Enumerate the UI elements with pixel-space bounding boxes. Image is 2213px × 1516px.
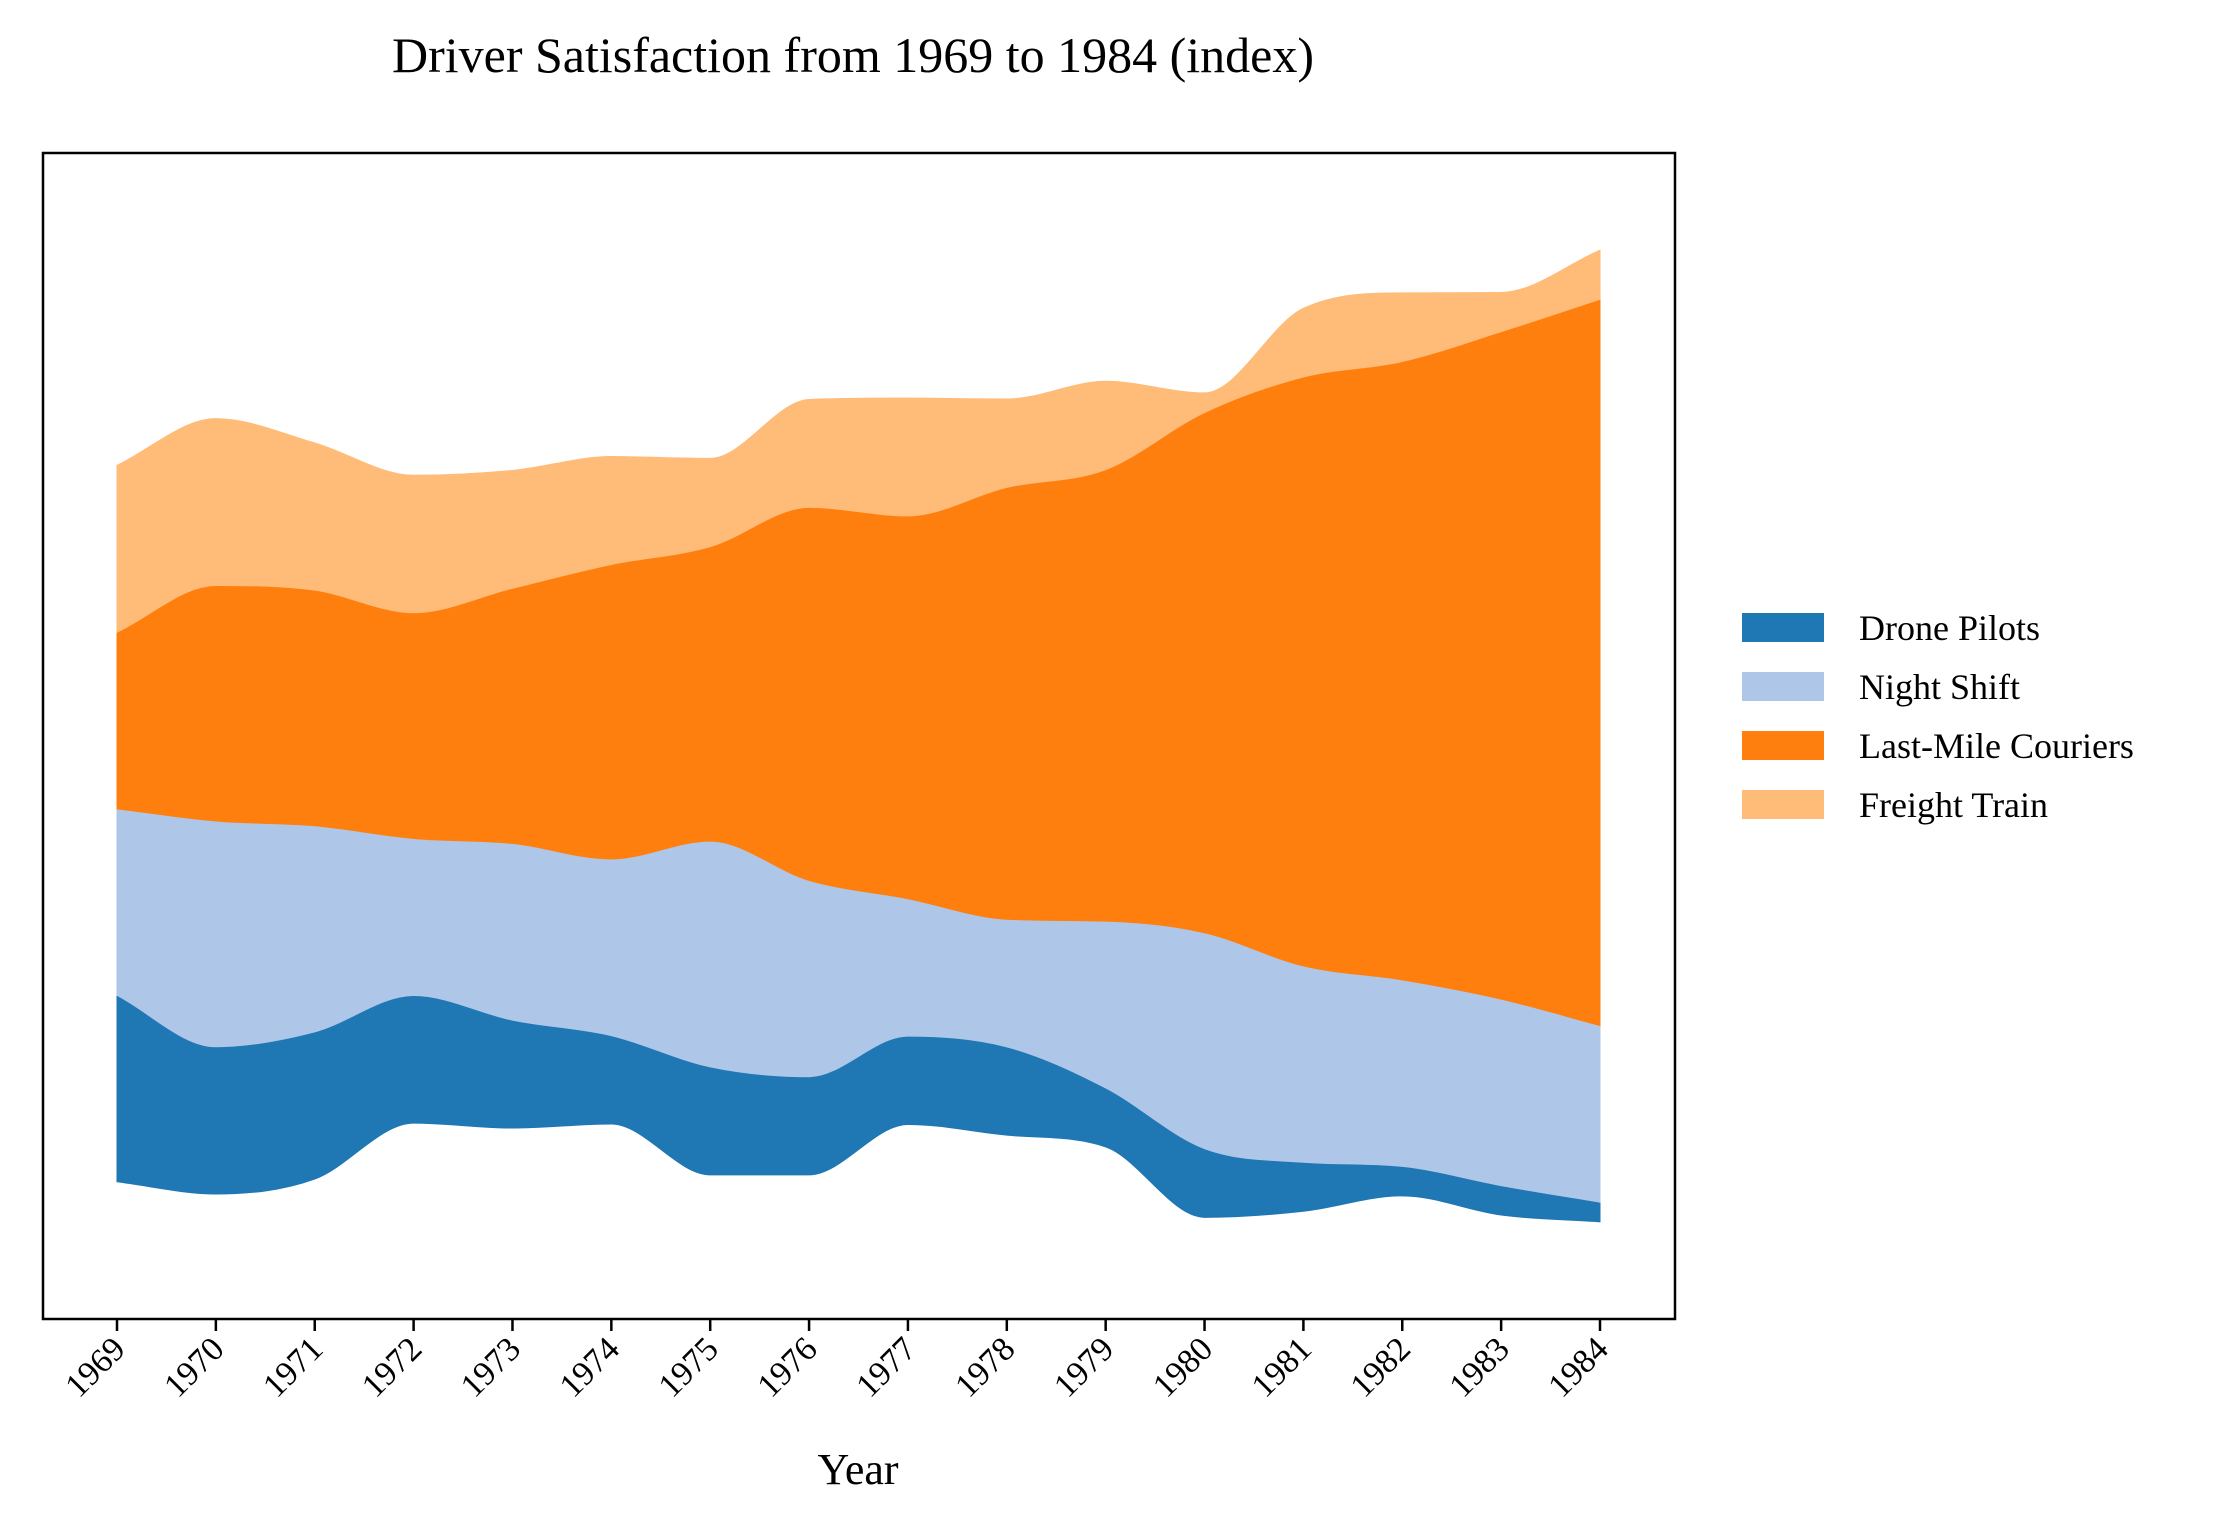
x-axis-ticks: 1969 1970 1971 1972 1973 1974 1975 1976 1977 1978…: [58, 1319, 1616, 1405]
x-tick-label: 1977: [849, 1330, 923, 1404]
x-tick-label: 1979: [1047, 1330, 1121, 1404]
legend-swatch-freight-train: [1742, 790, 1824, 819]
x-tick-label: 1973: [454, 1330, 528, 1404]
legend-label-night-shift: Night Shift: [1859, 667, 2020, 707]
x-tick-label: 1984: [1541, 1330, 1615, 1404]
legend-label-drone-pilots: Drone Pilots: [1859, 608, 2040, 648]
stream-areas: [116, 249, 1601, 1223]
x-tick-label: 1975: [652, 1330, 726, 1404]
area-freight-train: [116, 249, 1601, 633]
x-tick-label: 1974: [553, 1330, 627, 1404]
x-tick-label: 1978: [948, 1330, 1022, 1404]
x-tick-label: 1969: [58, 1330, 132, 1404]
legend-label-freight-train: Freight Train: [1859, 785, 2048, 825]
x-tick-label: 1983: [1443, 1330, 1517, 1404]
x-tick-label: 1980: [1146, 1330, 1220, 1404]
x-tick-label: 1976: [750, 1330, 824, 1404]
legend-label-last-mile-couriers: Last-Mile Couriers: [1859, 726, 2134, 766]
x-tick-label: 1982: [1344, 1330, 1418, 1404]
plot-frame: [41, 151, 1677, 1321]
x-tick-label: 1971: [256, 1330, 330, 1404]
x-axis-label: Year: [817, 1445, 898, 1494]
legend-swatch-last-mile-couriers: [1742, 731, 1824, 760]
legend: Drone Pilots Night Shift Last-Mile Courier…: [1742, 608, 2134, 825]
x-tick-label: 1981: [1245, 1330, 1319, 1404]
x-tick-label: 1970: [157, 1330, 231, 1404]
x-tick-label: 1972: [355, 1330, 429, 1404]
legend-swatch-drone-pilots: [1742, 613, 1824, 642]
chart-title: Driver Satisfaction from 1969 to 1984 (i…: [392, 27, 1314, 83]
legend-swatch-night-shift: [1742, 672, 1824, 701]
